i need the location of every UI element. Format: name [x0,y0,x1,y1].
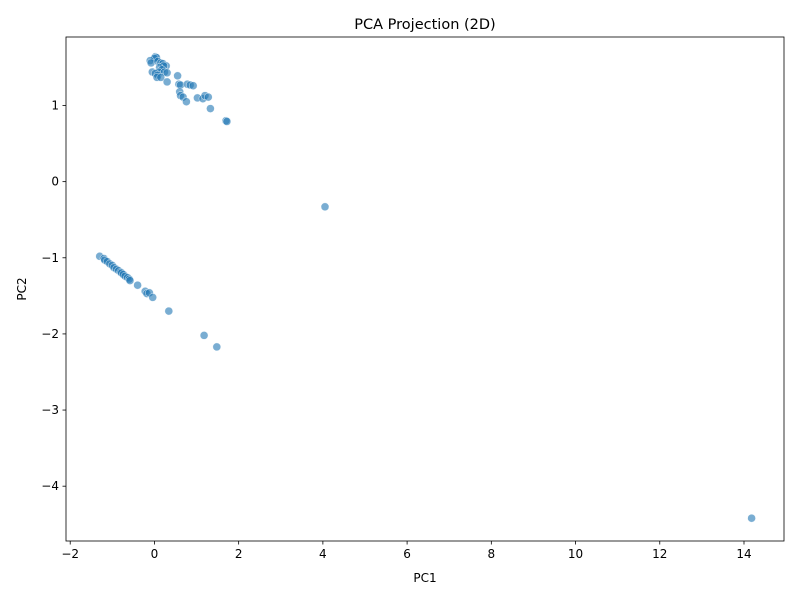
data-point-38 [320,202,330,212]
x-tick-label: 6 [403,547,411,561]
y-axis-ticks: 1 0 −1 −2 −3 −4 [41,99,66,493]
x-tick-label: 0 [151,547,159,561]
y-tick-label: −3 [41,403,59,417]
x-axis-label: PC1 [413,571,436,585]
data-point-21 [173,71,182,81]
data-point-59 [148,293,157,302]
y-axis-label: PC2 [15,277,29,300]
x-tick-label: 14 [736,547,751,561]
y-tick-label: −2 [41,327,59,341]
chart-title: PCA Projection (2D) [354,17,495,33]
data-point-34 [204,92,213,102]
data-point-60 [164,306,174,316]
x-tick-label: −2 [61,547,79,561]
plot-frame [65,36,785,542]
data-point-61 [199,331,209,340]
data-point-37 [222,117,232,126]
data-point-14 [162,68,172,78]
x-tick-label: 2 [235,547,243,561]
data-point-30 [182,97,191,106]
data-point-55 [133,280,142,290]
x-axis-ticks: −2 0 2 4 6 8 10 12 14 [61,541,752,561]
x-tick-label: 10 [568,547,583,561]
data-points [95,52,756,523]
y-tick-label: 1 [51,99,59,113]
y-tick-label: −4 [41,479,59,493]
x-tick-label: 8 [488,547,496,561]
data-point-63 [747,513,756,523]
data-point-19 [156,73,166,82]
y-tick-label: −1 [41,251,59,265]
data-point-20 [162,77,172,87]
x-tick-label: 4 [319,547,327,561]
y-tick-label: 0 [51,175,59,189]
x-tick-label: 12 [652,547,667,561]
data-point-54 [125,276,135,285]
data-point-26 [188,81,198,90]
data-point-35 [206,104,215,113]
data-point-62 [212,342,222,352]
